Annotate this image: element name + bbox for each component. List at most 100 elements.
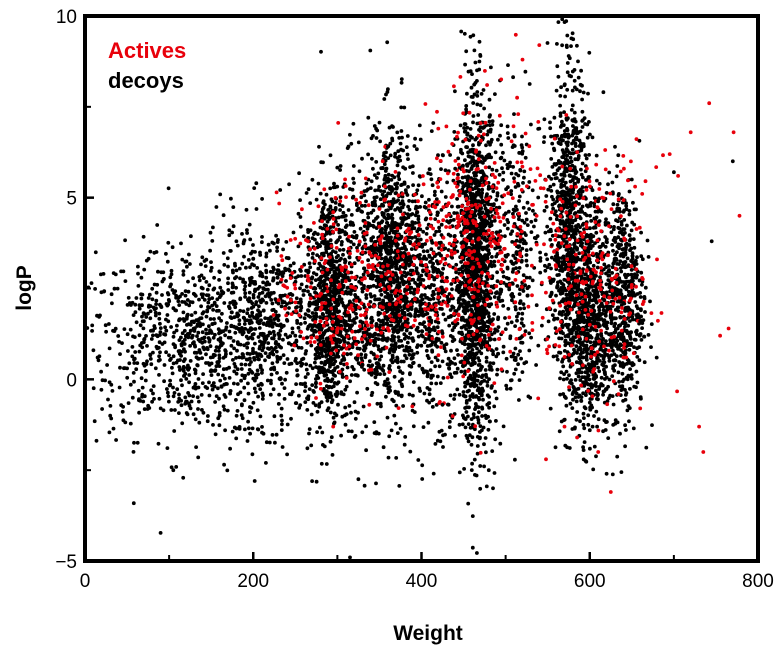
decoy-point (299, 363, 304, 368)
decoy-point (346, 144, 351, 149)
decoy-point (409, 364, 414, 369)
decoy-point (452, 337, 457, 342)
decoy-point (319, 360, 324, 365)
decoy-point (430, 256, 435, 261)
decoy-point (267, 282, 272, 287)
decoy-point (325, 391, 330, 396)
decoy-point (264, 270, 269, 275)
decoy-point (149, 337, 154, 341)
decoy-point (482, 464, 486, 469)
decoy-point (478, 424, 483, 428)
decoy-point (317, 355, 322, 360)
decoy-point (386, 381, 391, 385)
decoy-point (303, 375, 308, 379)
decoy-point (148, 304, 153, 309)
decoy-point (456, 172, 460, 177)
decoy-point (120, 409, 125, 414)
decoy-point (151, 384, 156, 388)
decoy-point (250, 310, 255, 315)
decoy-point (487, 405, 491, 410)
decoy-point (322, 273, 327, 278)
decoy-point (251, 243, 255, 247)
decoy-point (466, 342, 471, 347)
decoy-point (240, 416, 245, 421)
decoy-point (359, 195, 364, 200)
decoy-point (333, 292, 338, 297)
decoy-point (387, 350, 392, 355)
decoy-point (309, 443, 314, 448)
decoy-point (181, 475, 186, 480)
decoy-point (296, 325, 301, 330)
decoy-point (334, 394, 339, 398)
decoy-point (125, 375, 130, 380)
decoy-point (303, 381, 307, 386)
decoy-point (271, 336, 276, 341)
decoy-point (425, 296, 430, 300)
decoy-point (420, 463, 425, 468)
decoy-point (325, 246, 330, 250)
decoy-point (221, 356, 226, 360)
decoy-point (156, 269, 160, 274)
decoy-point (203, 264, 208, 268)
decoy-point (267, 323, 272, 328)
decoy-point (479, 154, 484, 159)
decoy-point (312, 314, 316, 319)
decoy-point (433, 319, 438, 324)
decoy-point (196, 377, 201, 381)
decoy-point (470, 95, 475, 99)
decoy-point (169, 325, 174, 329)
decoy-point (190, 300, 195, 305)
decoy-point (237, 318, 242, 323)
decoy-point (363, 203, 367, 208)
decoy-point (227, 376, 232, 380)
decoy-point (485, 256, 490, 260)
decoy-point (270, 433, 275, 437)
decoy-point (179, 354, 184, 358)
decoy-point (305, 446, 310, 451)
decoy-point (298, 215, 303, 219)
decoy-point (210, 239, 215, 243)
decoy-point (372, 195, 377, 200)
decoy-point (168, 275, 173, 280)
decoy-point (376, 221, 381, 226)
decoy-point (113, 326, 118, 331)
decoy-point (462, 394, 467, 399)
decoy-point (192, 329, 197, 333)
decoy-point (217, 278, 222, 282)
decoy-point (417, 256, 422, 261)
decoy-point (181, 365, 186, 369)
decoy-point (484, 484, 489, 489)
decoy-point (156, 345, 161, 350)
decoy-point (310, 256, 315, 260)
decoy-point (399, 77, 404, 81)
decoy-point (192, 384, 197, 389)
decoy-point (112, 286, 117, 291)
decoy-point (171, 385, 175, 390)
decoy-point (218, 285, 223, 290)
decoy-point (271, 290, 276, 295)
decoy-point (391, 261, 396, 265)
decoy-point (437, 364, 442, 369)
decoy-point (423, 200, 428, 205)
decoy-point (296, 244, 301, 249)
decoy-point (429, 283, 434, 287)
decoy-point (144, 362, 149, 366)
decoy-point (132, 335, 137, 339)
decoy-point (221, 291, 225, 296)
decoy-point (476, 356, 480, 360)
decoy-point (423, 369, 428, 374)
decoy-point (325, 310, 329, 315)
decoy-point (460, 181, 465, 185)
decoy-point (385, 239, 390, 244)
decoy-point (360, 289, 365, 294)
decoy-point (282, 397, 287, 401)
decoy-point (140, 385, 145, 390)
decoy-point (207, 283, 212, 288)
decoy-point (247, 276, 252, 281)
decoy-point (148, 309, 153, 314)
decoy-point (270, 308, 275, 312)
decoy-point (227, 233, 232, 238)
decoy-point (291, 230, 296, 235)
decoy-point (343, 272, 348, 277)
decoy-point (477, 298, 482, 303)
